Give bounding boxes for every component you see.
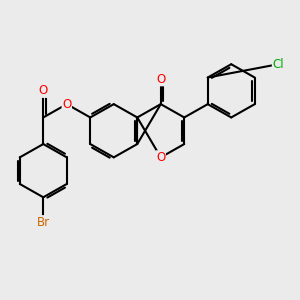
Text: Br: Br <box>37 216 50 229</box>
Text: O: O <box>39 84 48 97</box>
Text: O: O <box>156 73 165 86</box>
Text: O: O <box>156 151 165 164</box>
Text: O: O <box>62 98 71 111</box>
Text: Cl: Cl <box>272 58 284 71</box>
